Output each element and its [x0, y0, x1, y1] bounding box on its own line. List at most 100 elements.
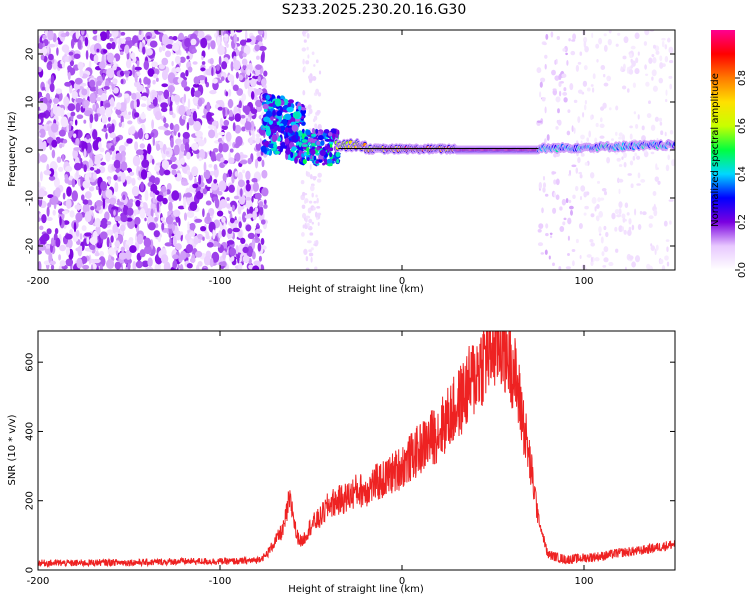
- heatmap-noise-cell: [108, 85, 112, 92]
- heatmap-noise-cell: [653, 203, 656, 211]
- heatmap-noise-cell: [114, 215, 122, 222]
- heatmap-signal-cell: [288, 99, 294, 104]
- heatmap-noise-cell: [629, 133, 633, 140]
- heatmap-noise-cell: [544, 138, 547, 144]
- heatmap-noise-cell: [154, 216, 159, 222]
- heatmap-noise-cell: [239, 39, 247, 46]
- heatmap-noise-cell: [584, 162, 588, 166]
- snr-ticks: -200 -100 0 100 0 200 400 600: [25, 331, 675, 587]
- heatmap-noise-cell: [132, 64, 135, 76]
- heatmap-noise-cell: [621, 85, 627, 90]
- snr-series-line: [38, 331, 675, 568]
- heatmap-noise-cell: [218, 180, 227, 192]
- heatmap-noise-cell: [608, 30, 612, 34]
- heatmap-noise-cell: [317, 222, 320, 226]
- heatmap-noise-cell: [201, 55, 204, 60]
- heatmap-signal-cell: [263, 116, 270, 123]
- heatmap-noise-cell: [185, 192, 193, 198]
- snr-y-label: SNR (10 * v/v): [7, 414, 18, 485]
- heatmap-noise-cell: [602, 102, 607, 109]
- heatmap-noise-cell: [195, 190, 204, 200]
- heatmap-noise-cell: [251, 178, 258, 183]
- heatmap-noise-cell: [234, 220, 239, 224]
- heatmap-noise-cell: [555, 58, 558, 65]
- heatmap-noise-cell: [634, 32, 640, 40]
- heatmap-noise-cell: [198, 149, 206, 160]
- heatmap-noise-cell: [249, 35, 256, 46]
- heatmap-noise-cell: [668, 199, 674, 202]
- heatmap-noise-cell: [174, 123, 180, 132]
- heatmap-noise-cell: [641, 125, 645, 131]
- heatmap-noise-cell: [48, 167, 55, 177]
- heatmap-noise-cell: [235, 244, 239, 255]
- heatmap-noise-cell: [645, 73, 649, 77]
- heatmap-noise-cell: [131, 185, 140, 197]
- heatmap-noise-cell: [308, 252, 314, 257]
- heatmap-noise-cell: [635, 57, 639, 64]
- heatmap-noise-cell: [67, 103, 76, 112]
- heatmap-noise-cell: [84, 110, 92, 117]
- heatmap-noise-cell: [255, 64, 262, 70]
- heatmap-noise-cell: [99, 231, 108, 240]
- heatmap-noise-cell: [135, 149, 144, 156]
- heatmap-noise-cell: [314, 266, 318, 270]
- heatmap-noise-cell: [546, 134, 550, 141]
- heatmap-noise-cell: [62, 139, 68, 144]
- heatmap-noise-cell: [81, 88, 88, 96]
- heatmap-noise-cell: [179, 263, 184, 270]
- heatmap-noise-cell: [603, 44, 608, 52]
- heatmap-noise-cell: [210, 151, 216, 162]
- heatmap-noise-cell: [113, 209, 116, 216]
- heatmap-noise-cell: [66, 186, 72, 197]
- heatmap-noise-cell: [175, 243, 182, 251]
- heatmap-noise-cell: [38, 181, 41, 188]
- heatmap-noise-cell: [658, 77, 664, 84]
- heatmap-noise-cell: [599, 117, 603, 123]
- heatmap-noise-cell: [60, 32, 67, 38]
- heatmap-noise-cell: [311, 221, 314, 225]
- heatmap-noise-cell: [235, 71, 239, 79]
- heatmap-noise-cell: [542, 175, 546, 181]
- heatmap-noise-cell: [130, 52, 136, 60]
- heatmap-noise-cell: [71, 178, 76, 188]
- heatmap-noise-cell: [637, 51, 640, 56]
- heatmap-noise-cell: [568, 38, 571, 42]
- heatmap-noise-cell: [643, 41, 648, 46]
- heatmap-noise-cell: [250, 91, 255, 100]
- heatmap-noise-cell: [652, 191, 657, 196]
- heatmap-noise-cell: [173, 209, 181, 217]
- heatmap-noise-cell: [212, 196, 218, 201]
- heatmap-noise-cell: [68, 51, 74, 56]
- heatmap-noise-cell: [101, 128, 108, 132]
- heatmap-noise-cell: [567, 109, 571, 113]
- heatmap-noise-cell: [572, 260, 575, 267]
- heatmap-noise-cell: [234, 171, 239, 177]
- heatmap-noise-cell: [553, 191, 556, 198]
- heatmap-signal-cell: [311, 127, 315, 134]
- heatmap-noise-cell: [192, 96, 200, 104]
- heatmap-noise-cell: [53, 177, 60, 188]
- heatmap-noise-cell: [190, 38, 197, 46]
- heatmap-noise-cell: [75, 102, 81, 113]
- heatmap-noise-cell: [305, 215, 311, 219]
- heatmap-noise-cell: [667, 154, 670, 161]
- heatmap-noise-cell: [666, 246, 669, 253]
- heatmap-noise-cell: [38, 187, 45, 198]
- heatmap-noise-cell: [169, 110, 174, 116]
- heatmap-noise-cell: [146, 97, 150, 107]
- colorbar-tick-label: 0.2: [737, 214, 748, 230]
- heatmap-signal-cell: [297, 130, 303, 137]
- heatmap-noise-cell: [44, 245, 52, 249]
- heatmap-noise-cell: [648, 100, 651, 104]
- heatmap-noise-cell: [51, 139, 58, 148]
- heatmap-noise-cell: [664, 44, 668, 50]
- heatmap-noise-cell: [539, 91, 542, 98]
- heatmap-noise-cell: [260, 237, 265, 246]
- heatmap-noise-cell: [182, 115, 187, 120]
- heatmap-noise-cell: [109, 33, 112, 37]
- heatmap-noise-cell: [200, 37, 208, 49]
- heatmap-noise-cell: [82, 264, 90, 270]
- heatmap-noise-cell: [631, 60, 636, 67]
- heatmap-noise-cell: [226, 240, 235, 245]
- heatmap-noise-cell: [135, 199, 141, 207]
